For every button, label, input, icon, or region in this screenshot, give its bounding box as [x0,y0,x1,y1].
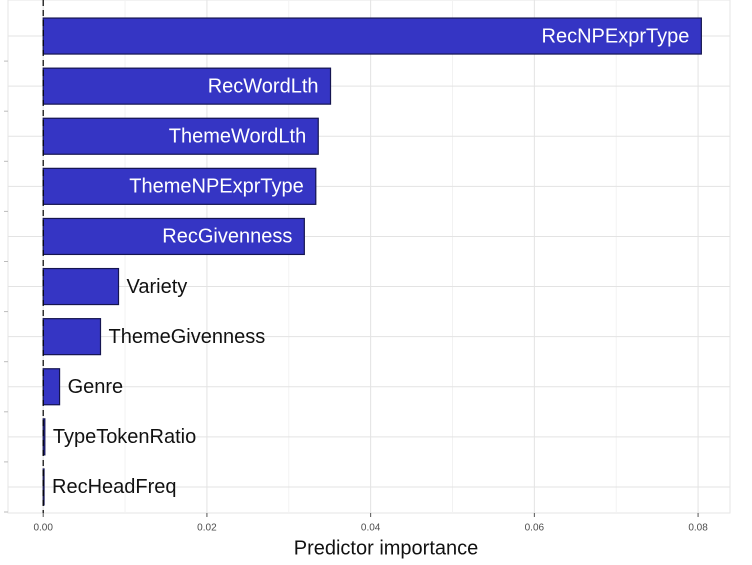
bar [42,368,61,406]
x-axis-title: Predictor importance [294,537,479,559]
panel [7,0,731,514]
bar [42,318,102,356]
x-tick-label: 0.04 [361,523,381,534]
x-tick-label: 0.08 [688,523,708,534]
bar [42,267,120,306]
bar-label: Variety [127,276,188,298]
bar [42,167,317,205]
x-tick-label: 0.06 [525,523,545,534]
bar-label: RecHeadFreq [52,476,177,498]
bar-label: ThemeNPExprType [129,176,304,198]
bar-label: RecNPExprType [542,25,690,47]
bar [42,418,46,456]
bar [42,17,702,55]
bar [42,67,332,105]
bar-label: Genre [68,376,124,398]
bar [42,217,305,256]
bar [42,117,319,155]
bar-label: RecGivenness [162,226,292,248]
x-tick-label: 0.02 [197,523,217,534]
bar-label: RecWordLth [208,75,319,97]
bar-label: ThemeWordLth [169,126,306,148]
bar-label: TypeTokenRatio [53,426,196,448]
x-tick-label: 0.00 [33,523,53,534]
bar-label: ThemeGivenness [109,326,266,348]
